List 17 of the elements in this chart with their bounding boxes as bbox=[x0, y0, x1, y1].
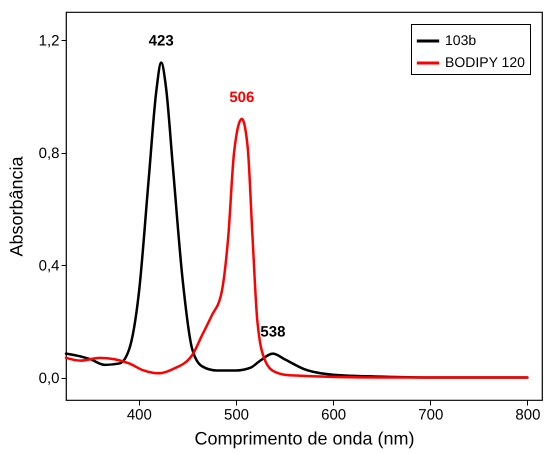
annotation: 538 bbox=[260, 324, 286, 341]
y-tick-label: 0,8 bbox=[38, 145, 60, 162]
x-tick-label: 700 bbox=[418, 406, 444, 424]
line-series bbox=[64, 118, 529, 379]
x-tick-label: 800 bbox=[515, 406, 540, 424]
x-tick-label: 500 bbox=[224, 406, 250, 424]
legend-label: BODIPY 120 bbox=[445, 54, 526, 70]
x-tick-label: 600 bbox=[321, 406, 346, 424]
y-axis-title: Absorbância bbox=[6, 155, 27, 257]
y-tick-label: 1,2 bbox=[38, 32, 60, 50]
y-tick-label: 0,4 bbox=[38, 258, 60, 275]
y-tick-label: 0,0 bbox=[38, 370, 60, 388]
legend-label: 103b bbox=[445, 32, 476, 48]
x-tick-label: 400 bbox=[126, 406, 152, 424]
x-axis-title: Comprimento de onda (nm) bbox=[194, 428, 415, 448]
annotation: 423 bbox=[148, 32, 174, 50]
annotation: 506 bbox=[229, 88, 254, 106]
